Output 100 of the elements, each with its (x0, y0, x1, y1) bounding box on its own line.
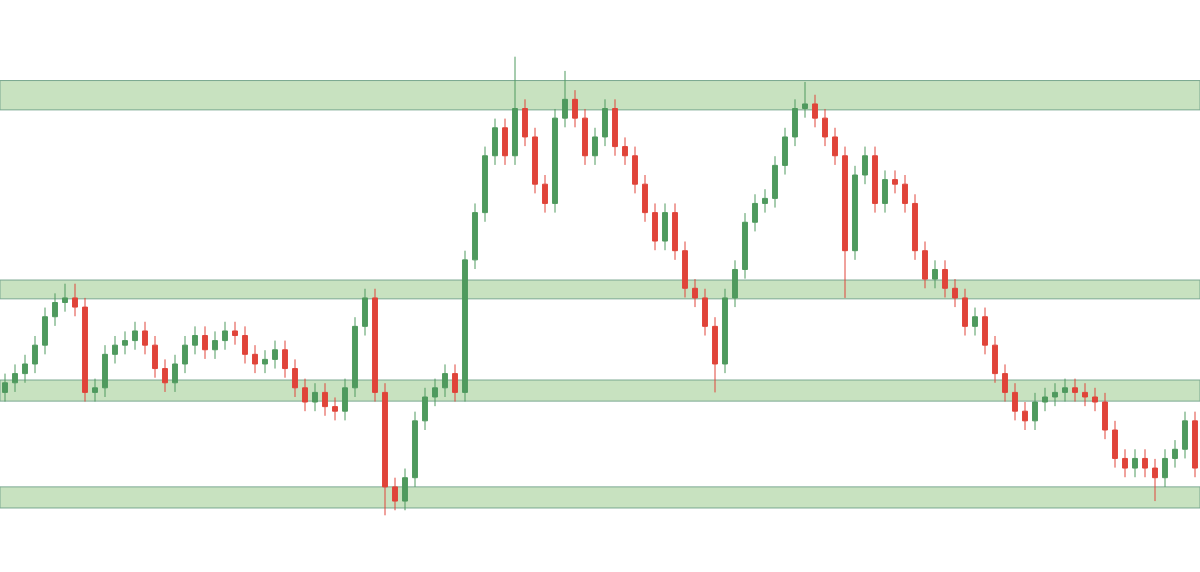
candlestick (782, 127, 788, 176)
candlestick (602, 98, 608, 147)
candlestick (512, 56, 518, 166)
candlestick (362, 288, 368, 337)
candlestick (992, 335, 998, 384)
candlestick (482, 146, 488, 223)
candlestick (802, 81, 808, 119)
candlestick (382, 382, 388, 516)
candlestick (1182, 411, 1188, 459)
candlestick (532, 127, 538, 194)
candlestick (1172, 439, 1178, 469)
candlestick (812, 94, 818, 128)
candlestick (1012, 382, 1018, 421)
candlestick (292, 358, 298, 398)
candlestick (462, 250, 468, 403)
candlestick (142, 321, 148, 355)
candlestick (572, 89, 578, 128)
candlestick (1002, 363, 1008, 403)
candlestick (942, 259, 948, 298)
candlestick (402, 468, 408, 511)
candlestick (72, 283, 78, 317)
candlestick (652, 202, 658, 251)
candlestick (842, 146, 848, 299)
candlestick (202, 325, 208, 360)
candlestick (492, 118, 498, 166)
candlestick (912, 193, 918, 261)
candlestick (52, 292, 58, 327)
candlestick (472, 202, 478, 270)
candlestick (192, 325, 198, 355)
candlestick (102, 344, 108, 398)
candlestick (1092, 387, 1098, 412)
candlestick (172, 354, 178, 393)
candlestick (32, 335, 38, 374)
candlestick (1042, 387, 1048, 412)
candlestick (82, 297, 88, 403)
candlestick (592, 127, 598, 166)
candlestick (112, 335, 118, 365)
candlestick (522, 98, 528, 147)
candlestick (1192, 411, 1198, 478)
candlestick (952, 278, 958, 308)
candlestick (792, 98, 798, 147)
candlestick (612, 98, 618, 157)
candlestick (222, 321, 228, 351)
candlestick (822, 108, 828, 147)
candlestick (852, 165, 858, 261)
candlestick (962, 288, 968, 337)
candlestick (702, 288, 708, 337)
candlestick (742, 212, 748, 280)
candlestick (632, 146, 638, 194)
candlestick (922, 241, 928, 289)
candlestick (62, 283, 68, 313)
candlestick (972, 307, 978, 337)
candlestick (552, 108, 558, 214)
candlestick (662, 202, 668, 251)
candlestick (642, 174, 648, 223)
candlestick (762, 188, 768, 214)
candlestick (902, 174, 908, 214)
candlestick (262, 349, 268, 374)
candlestick (622, 136, 628, 166)
candlestick (232, 321, 238, 346)
candlestick (1072, 378, 1078, 403)
candlestick (152, 335, 158, 379)
candlestick (932, 259, 938, 289)
candlestick (212, 330, 218, 360)
candlestick (162, 358, 168, 393)
candlestick (422, 387, 428, 431)
candlestick (252, 344, 258, 374)
candlestick (1152, 458, 1158, 502)
candlestick (502, 118, 508, 166)
candlestick (1102, 392, 1108, 440)
candlestick (432, 378, 438, 407)
candlestick (1052, 382, 1058, 407)
candlestick (732, 259, 738, 308)
candlestick (242, 325, 248, 365)
candlestick (892, 169, 898, 194)
candlestick (1142, 448, 1148, 478)
candlestick (692, 278, 698, 308)
candlestick (1062, 378, 1068, 403)
candlestick (982, 307, 988, 355)
candlestick (332, 396, 338, 421)
candlestick (132, 321, 138, 351)
candlestick (562, 70, 568, 128)
candlestick (1122, 448, 1128, 478)
candlestick (752, 193, 758, 232)
candlestick (392, 477, 398, 511)
candlestick (1022, 401, 1028, 431)
candlestick (1082, 382, 1088, 407)
candlestick (882, 169, 888, 214)
candlestick (372, 288, 378, 403)
candlestick (672, 202, 678, 261)
candlestick (302, 378, 308, 412)
candlestick (722, 288, 728, 374)
candlestick (1162, 448, 1168, 488)
candlestick (272, 340, 278, 370)
candlestick (542, 174, 548, 214)
candlestick (22, 354, 28, 384)
candlestick (442, 363, 448, 398)
candlestick (312, 382, 318, 412)
candlestick (92, 378, 98, 403)
candlestick (872, 146, 878, 214)
